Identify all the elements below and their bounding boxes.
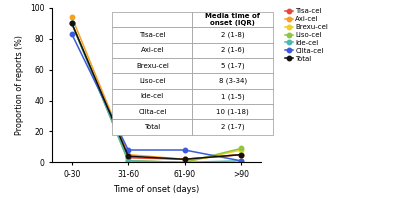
Line: Axi-cel: Axi-cel xyxy=(70,15,243,162)
Axi-cel xyxy=(239,153,243,156)
Liso-cel xyxy=(239,147,243,150)
X-axis label: Time of onset (days): Time of onset (days) xyxy=(113,185,200,194)
Tisa-cel xyxy=(182,158,187,160)
Line: Ide-cel: Ide-cel xyxy=(70,21,243,165)
Line: Brexu-cel: Brexu-cel xyxy=(70,21,243,165)
Cilta-cel xyxy=(126,149,131,151)
Brexu-cel xyxy=(126,160,131,162)
Ide-cel xyxy=(69,22,74,25)
Cilta-cel xyxy=(69,33,74,35)
Tisa-cel xyxy=(69,22,74,25)
Ide-cel xyxy=(126,160,131,162)
Legend: Tisa-cel, Axi-cel, Brexu-cel, Liso-cel, Ide-cel, Cilta-cel, Total: Tisa-cel, Axi-cel, Brexu-cel, Liso-cel, … xyxy=(284,8,329,63)
Brexu-cel xyxy=(69,22,74,25)
Liso-cel xyxy=(69,22,74,25)
Axi-cel xyxy=(182,158,187,160)
Cilta-cel xyxy=(182,149,187,151)
Line: Liso-cel: Liso-cel xyxy=(70,21,243,165)
Total xyxy=(182,158,187,160)
Total xyxy=(69,22,74,25)
Axi-cel xyxy=(69,16,74,18)
Ide-cel xyxy=(239,160,243,162)
Line: Tisa-cel: Tisa-cel xyxy=(70,21,243,162)
Y-axis label: Proportion of reports (%): Proportion of reports (%) xyxy=(15,35,24,135)
Ide-cel xyxy=(182,161,187,164)
Total xyxy=(126,155,131,157)
Liso-cel xyxy=(126,160,131,162)
Liso-cel xyxy=(182,161,187,164)
Line: Total: Total xyxy=(70,21,243,162)
Cilta-cel xyxy=(239,160,243,162)
Brexu-cel xyxy=(239,149,243,151)
Tisa-cel xyxy=(239,153,243,156)
Total xyxy=(239,153,243,156)
Tisa-cel xyxy=(126,157,131,159)
Axi-cel xyxy=(126,153,131,156)
Brexu-cel xyxy=(182,161,187,164)
Line: Cilta-cel: Cilta-cel xyxy=(70,32,243,163)
